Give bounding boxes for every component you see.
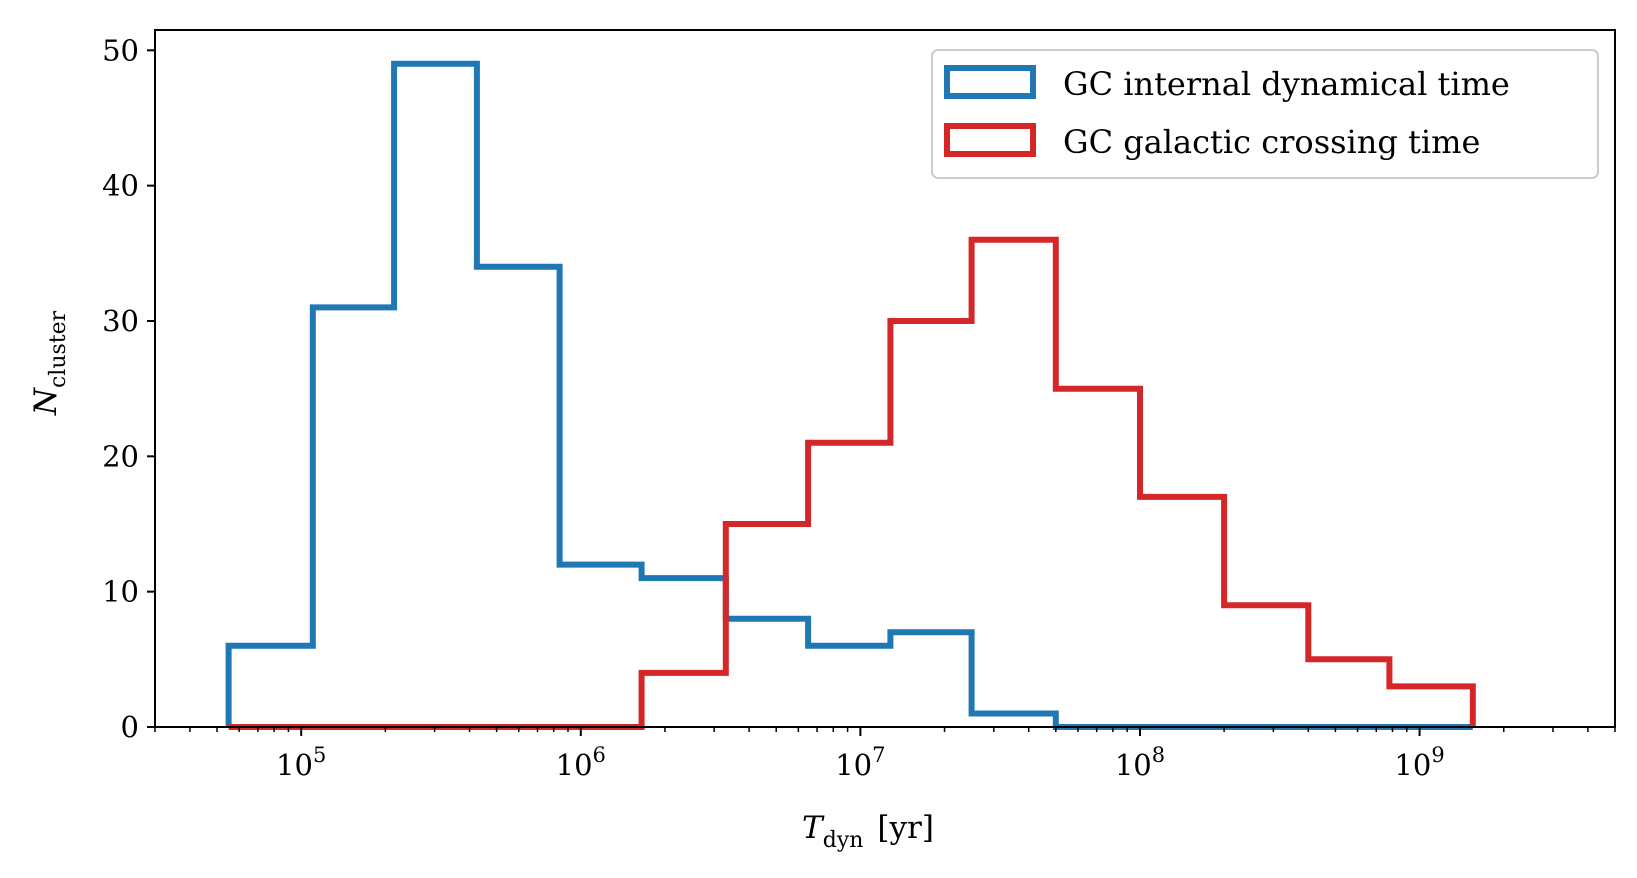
x-tick-label: 105 [276,743,326,782]
y-tick-label: 20 [102,439,139,473]
y-tick-label: 40 [102,169,139,203]
y-tick-label: 0 [121,710,139,744]
x-axis-label-main: T [802,810,825,846]
x-tick-label: 107 [835,743,885,782]
y-tick-label: 50 [102,33,139,67]
x-axis-label: Tdyn [yr] [802,810,934,853]
x-axis-label-sub: dyn [823,828,864,853]
y-axis-label-sub: cluster [46,310,71,388]
ticks-layer: 0 10 20 30 40 50 105 106 107 108 109 [102,33,1616,782]
legend: GC internal dynamical time GC galactic c… [931,49,1599,179]
y-axis-label-main: N [28,386,64,416]
x-axis-label-unit: [yr] [877,810,934,846]
legend-frame [931,49,1599,179]
legend-label-internal: GC internal dynamical time [1063,65,1510,103]
x-tick-label: 108 [1115,743,1165,782]
y-tick-label: 10 [102,575,139,609]
y-axis-label: Ncluster [28,310,71,416]
legend-label-crossing: GC galactic crossing time [1063,123,1480,161]
x-tick-label: 106 [556,743,606,782]
legend-swatch-crossing [944,123,1036,157]
y-tick-label: 30 [102,304,139,338]
axes-frame [154,29,1616,728]
legend-swatch-internal [944,65,1036,99]
x-tick-label: 109 [1394,743,1444,782]
